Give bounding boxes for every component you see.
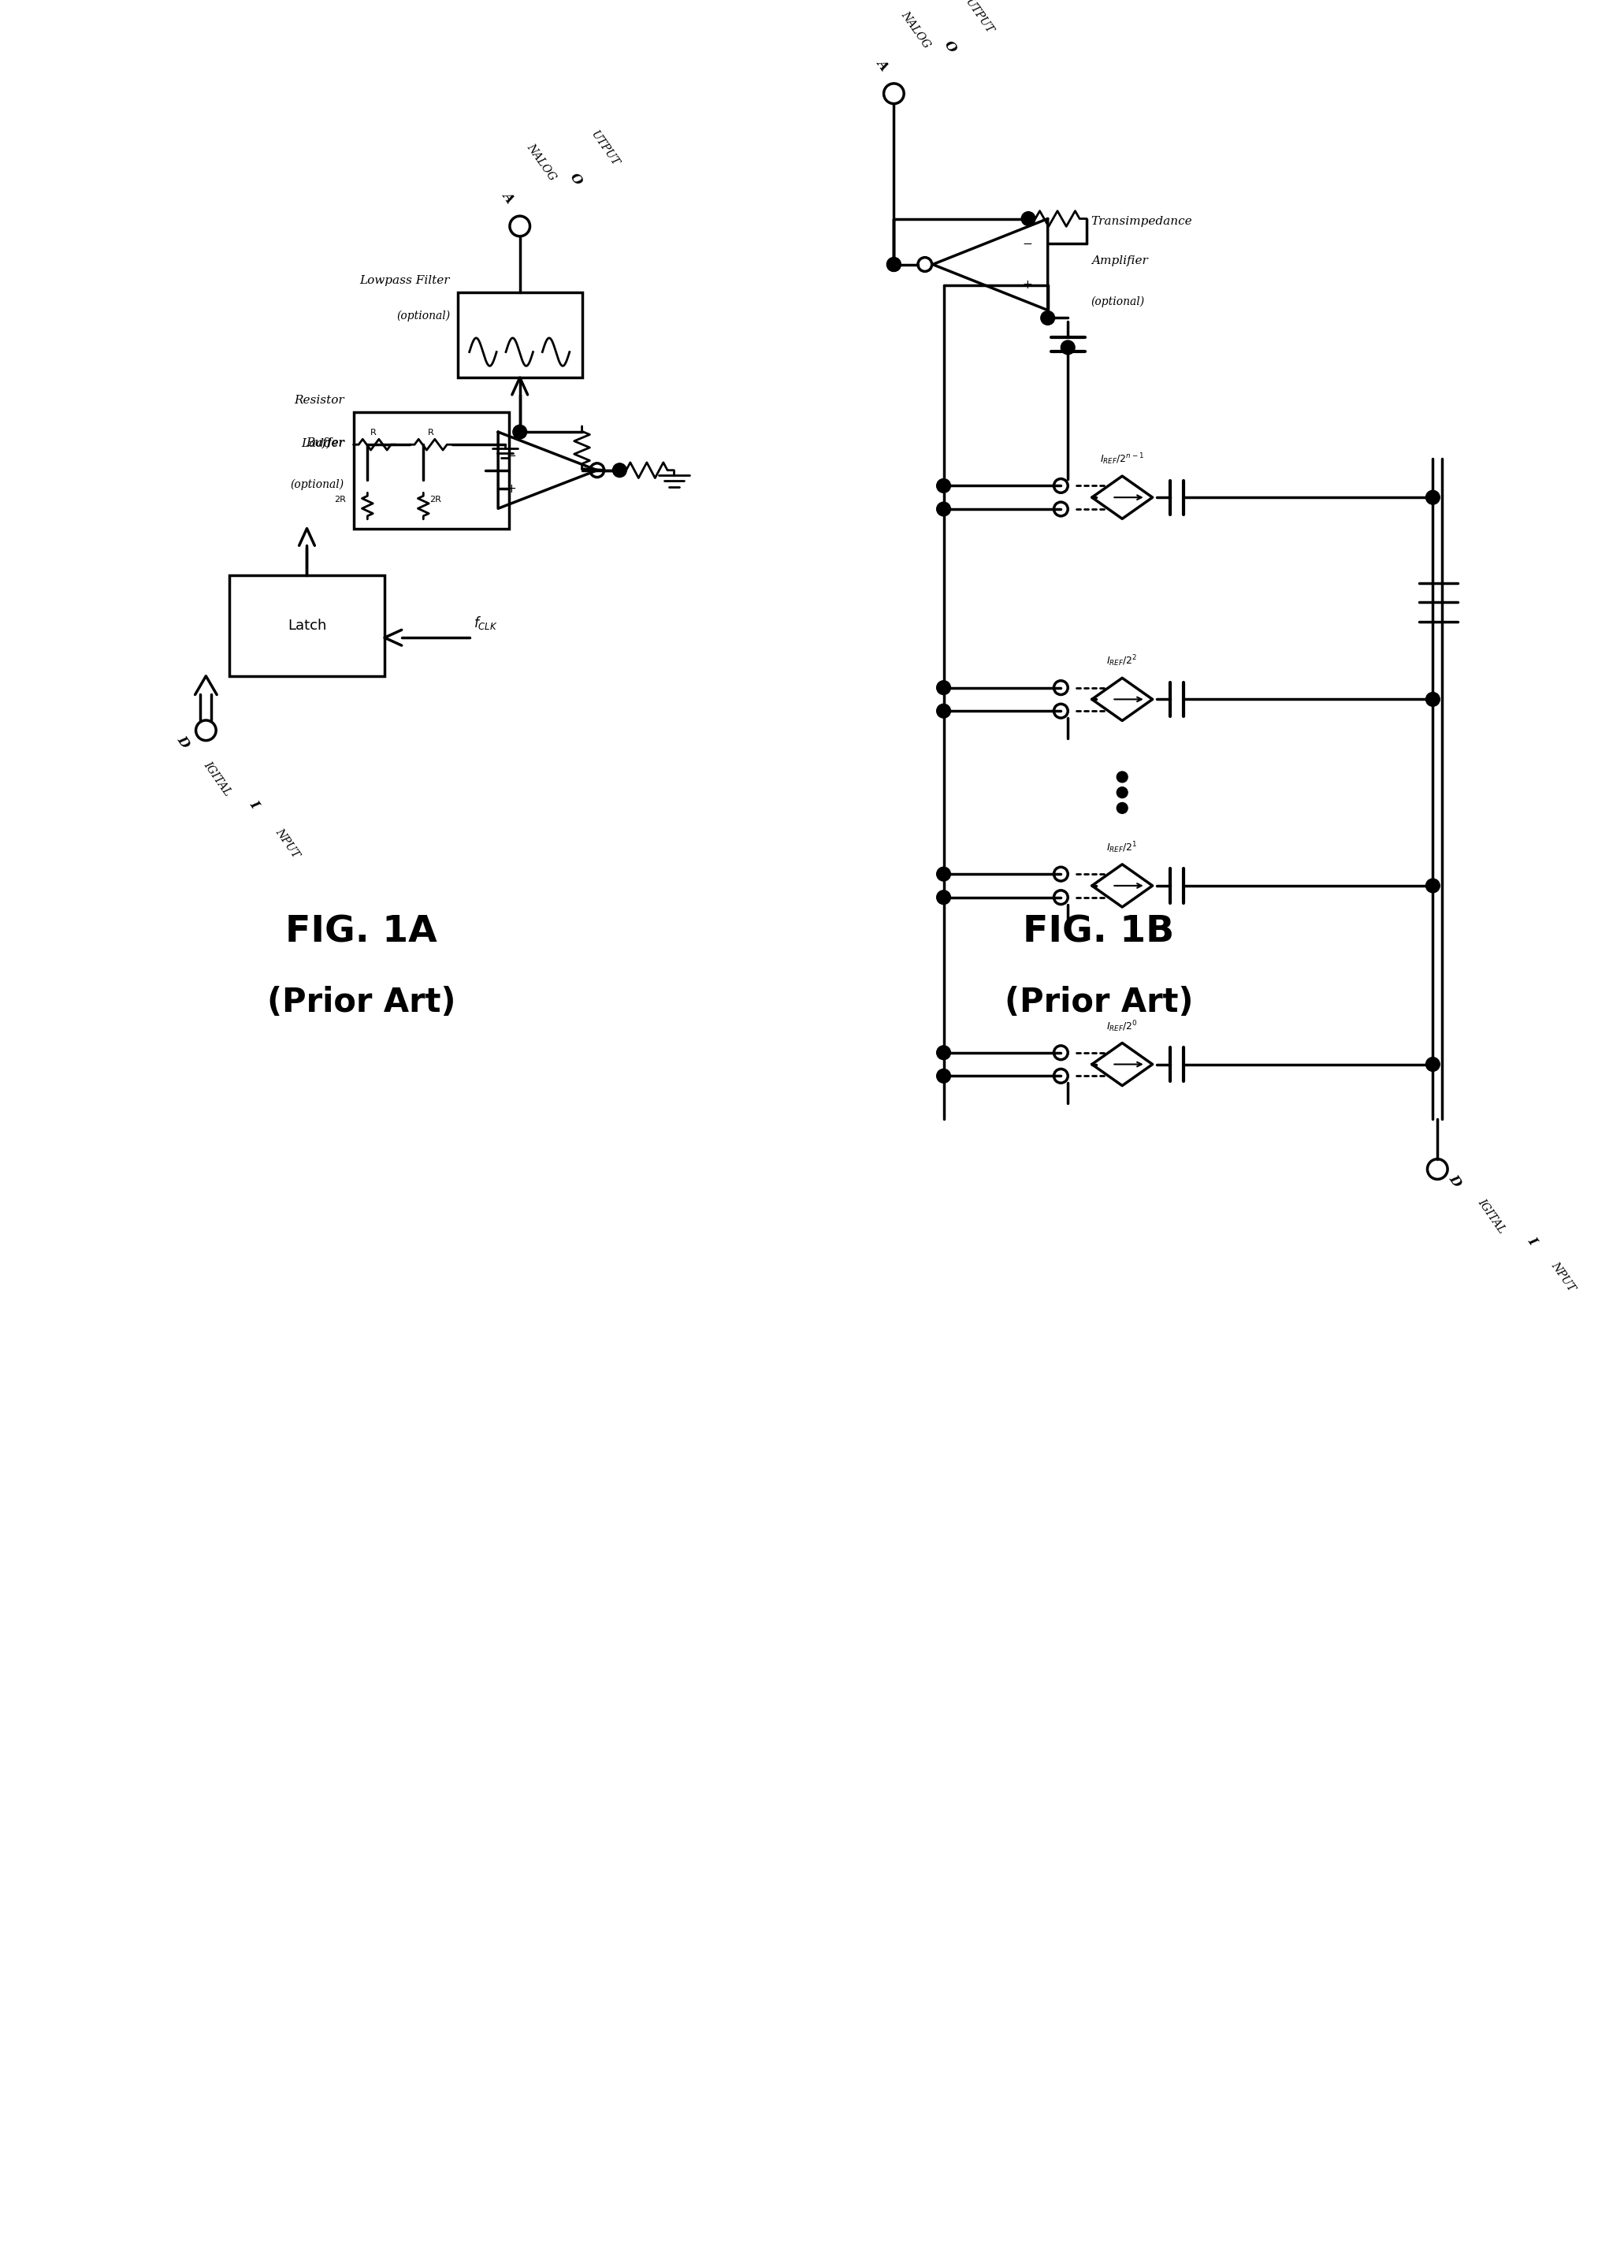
Text: D: D: [1445, 1173, 1463, 1188]
Circle shape: [937, 501, 950, 517]
Text: R: R: [370, 429, 377, 438]
Text: Latch: Latch: [287, 619, 326, 633]
Text: $I_{REF}/2^0$: $I_{REF}/2^0$: [1106, 1018, 1138, 1034]
Text: UTPUT: UTPUT: [963, 0, 996, 36]
Text: Amplifier: Amplifier: [1091, 254, 1148, 265]
Circle shape: [887, 259, 901, 272]
Text: 2R: 2R: [430, 494, 442, 503]
Bar: [229, 576, 385, 676]
Circle shape: [937, 1068, 950, 1082]
Circle shape: [937, 703, 950, 719]
Text: I: I: [1525, 1234, 1540, 1247]
Text: $I_{REF}/2^{n-1}$: $I_{REF}/2^{n-1}$: [1099, 451, 1145, 467]
Circle shape: [1021, 211, 1036, 227]
Circle shape: [937, 479, 950, 492]
Text: (optional): (optional): [396, 311, 450, 322]
Text: NALOG: NALOG: [900, 9, 932, 50]
Text: A: A: [500, 188, 516, 204]
Circle shape: [937, 680, 950, 694]
Text: $f_{CLK}$: $f_{CLK}$: [474, 615, 499, 631]
Circle shape: [1060, 340, 1075, 354]
Text: Resistor: Resistor: [294, 395, 344, 406]
Circle shape: [1426, 490, 1440, 503]
Text: R: R: [429, 429, 434, 438]
Text: IGITAL: IGITAL: [1476, 1198, 1507, 1236]
Circle shape: [937, 866, 950, 880]
Text: NPUT: NPUT: [1549, 1259, 1577, 1293]
Circle shape: [1117, 803, 1127, 814]
Text: (optional): (optional): [291, 479, 344, 490]
Circle shape: [1117, 771, 1127, 782]
Text: +: +: [507, 483, 516, 494]
Text: UTPUT: UTPUT: [590, 129, 622, 168]
Text: Transimpedance: Transimpedance: [1091, 215, 1192, 227]
Text: Buffer: Buffer: [305, 438, 344, 449]
Text: I: I: [247, 798, 261, 810]
Circle shape: [1117, 787, 1127, 798]
Circle shape: [887, 259, 901, 272]
Text: $I_{REF}/2^1$: $I_{REF}/2^1$: [1106, 839, 1138, 855]
Text: O: O: [567, 170, 585, 188]
Text: −: −: [507, 449, 516, 463]
Circle shape: [612, 463, 627, 476]
Text: (Prior Art): (Prior Art): [266, 987, 456, 1018]
Text: 2R: 2R: [335, 494, 346, 503]
Circle shape: [937, 1046, 950, 1059]
Text: FIG. 1A: FIG. 1A: [286, 914, 437, 950]
Text: IGITAL: IGITAL: [201, 760, 234, 798]
Text: Ladder: Ladder: [300, 438, 344, 449]
Text: $I_{REF}/2^2$: $I_{REF}/2^2$: [1106, 653, 1138, 669]
Text: (optional): (optional): [1091, 297, 1145, 308]
Text: +: +: [1021, 279, 1033, 290]
Text: NALOG: NALOG: [525, 143, 559, 184]
Circle shape: [1426, 1057, 1440, 1070]
Text: −: −: [1021, 238, 1033, 249]
Text: D: D: [174, 733, 192, 751]
Text: NPUT: NPUT: [273, 826, 302, 860]
Bar: [458, 293, 581, 376]
Text: O: O: [940, 39, 958, 54]
Circle shape: [513, 424, 526, 440]
Circle shape: [1426, 692, 1440, 705]
Circle shape: [1041, 311, 1054, 324]
Text: Lowpass Filter: Lowpass Filter: [361, 274, 450, 286]
Bar: [354, 413, 508, 528]
Text: FIG. 1B: FIG. 1B: [1023, 914, 1174, 950]
Text: (Prior Art): (Prior Art): [1005, 987, 1194, 1018]
Circle shape: [1426, 878, 1440, 894]
Circle shape: [937, 891, 950, 905]
Text: A: A: [874, 57, 890, 73]
